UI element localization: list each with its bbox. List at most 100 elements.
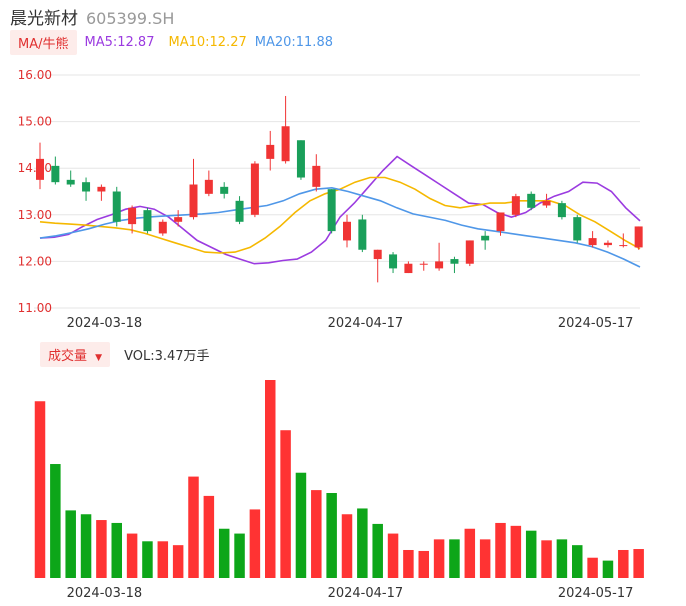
candle-body: [235, 200, 244, 222]
volume-bar: [280, 430, 291, 578]
stock-code: 605399.SH: [86, 9, 175, 28]
y-tick-label: 12.00: [18, 254, 52, 268]
volume-bar: [418, 550, 429, 578]
candle-body: [189, 184, 198, 218]
volume-bar: [403, 549, 414, 578]
volume-bar: [96, 520, 107, 578]
volume-bar: [618, 549, 629, 578]
volume-bar: [126, 533, 138, 578]
y-tick-label: 11.00: [18, 301, 52, 315]
volume-legend: 成交量 ▼ VOL:3.47万手: [40, 342, 210, 367]
candle-body: [603, 242, 612, 246]
candle-body: [343, 221, 351, 241]
candle-body: [404, 263, 413, 274]
candle-body: [481, 235, 490, 241]
volume-bar: [510, 525, 522, 578]
series-line-ma5: [39, 155, 641, 265]
ma5-label: MA5:12.87: [84, 35, 155, 50]
candle-body: [250, 163, 259, 215]
candle-body: [389, 254, 398, 269]
candle-body: [66, 179, 75, 185]
candle-body: [128, 207, 137, 225]
candle-body: [634, 226, 643, 248]
candle-body: [358, 219, 367, 250]
volume-bar: [111, 522, 122, 578]
candle-body: [158, 221, 167, 234]
x-tick-label: 2024-05-17: [558, 316, 634, 331]
x-tick-label: 2024-05-17: [558, 586, 634, 601]
candle-body: [97, 186, 106, 192]
candle-body: [174, 217, 183, 222]
volume-mode-button[interactable]: 成交量 ▼: [40, 342, 111, 367]
candle-body: [373, 249, 382, 260]
x-tick-label: 2024-03-18: [67, 586, 143, 601]
candle-body: [143, 210, 152, 232]
volume-bar: [572, 545, 583, 578]
candle-body: [419, 263, 428, 265]
y-tick-label: 15.00: [18, 115, 52, 129]
volume-bar: [525, 530, 537, 578]
candle-body: [266, 144, 275, 159]
candle-body: [588, 238, 597, 246]
volume-bar: [556, 539, 568, 578]
ma-legend: MA/牛熊 MA5:12.87 MA10:12.27 MA20:11.88: [10, 30, 333, 55]
volume-bar: [449, 539, 460, 578]
candle-body: [511, 196, 520, 215]
volume-bar: [433, 539, 445, 578]
candle-body: [542, 200, 551, 206]
volume-bar: [311, 490, 322, 578]
volume-bar: [464, 528, 476, 578]
volume-bar: [218, 528, 230, 578]
stock-name: 晨光新材: [10, 9, 78, 29]
volume-bar: [249, 509, 261, 578]
candle-body: [82, 182, 91, 192]
volume-bar: [372, 523, 383, 578]
volume-bar: [50, 464, 61, 578]
candle-body: [573, 217, 582, 241]
candle-body: [112, 191, 121, 222]
candle-body: [281, 126, 290, 162]
candle-body: [220, 186, 229, 194]
candle-body: [450, 259, 459, 264]
volume-bar: [234, 533, 245, 578]
candle-body: [465, 240, 474, 264]
candle-body: [619, 245, 628, 247]
ma10-label: MA10:12.27: [168, 35, 247, 50]
volume-bar: [633, 549, 644, 578]
candle-body: [51, 165, 60, 183]
volume-bar: [295, 472, 307, 578]
candle-body: [557, 203, 566, 218]
volume-bar: [541, 540, 552, 578]
candle-body: [36, 158, 44, 180]
volume-bar: [326, 493, 337, 578]
candle-body: [312, 165, 321, 187]
ma-mode-button[interactable]: MA/牛熊: [10, 30, 77, 55]
series-line-ma20: [39, 186, 641, 268]
y-tick-label: 14.00: [18, 161, 52, 175]
volume-bar: [357, 508, 368, 578]
candle-body: [527, 193, 536, 208]
volume-bar: [387, 533, 399, 578]
volume-bar: [34, 401, 46, 578]
x-tick-label: 2024-04-17: [328, 316, 404, 331]
candle-body: [435, 261, 444, 269]
volume-bar: [157, 541, 169, 578]
volume-bar: [142, 541, 153, 578]
candle-body: [327, 189, 336, 232]
volume-bar: [602, 560, 614, 578]
stock-header: 晨光新材 605399.SH: [10, 4, 175, 29]
volume-bar: [265, 380, 276, 578]
x-tick-label: 2024-03-18: [67, 316, 143, 331]
candle-body: [204, 179, 213, 194]
volume-bar: [172, 545, 184, 578]
x-tick-label: 2024-04-17: [328, 586, 404, 601]
candle-body: [496, 212, 505, 232]
volume-value: VOL:3.47万手: [124, 349, 210, 364]
y-tick-label: 13.00: [18, 208, 52, 222]
volume-mode-label: 成交量: [48, 349, 88, 364]
chevron-down-icon: ▼: [95, 353, 103, 363]
volume-bar: [80, 514, 92, 578]
volume-bar: [587, 557, 598, 578]
volume-bar: [188, 476, 199, 578]
